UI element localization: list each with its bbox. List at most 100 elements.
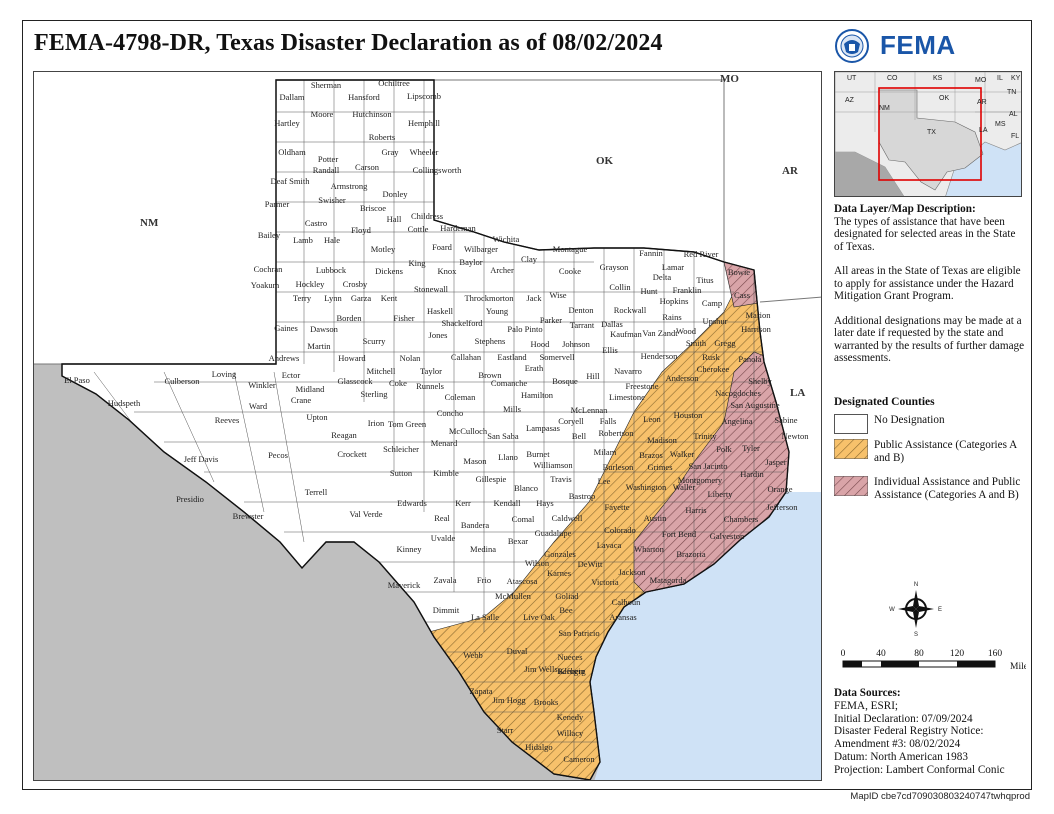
county-label-briscoe: Briscoe [360,203,386,213]
county-label-wood: Wood [676,326,697,336]
county-label-llano: Llano [498,452,518,462]
county-label-jeff-davis: Jeff Davis [184,454,219,464]
texas-map[interactable]: NM OK AR LA MO Sherman Ochiltree Dallam Han… [33,71,822,781]
county-label-cooke: Cooke [559,266,581,276]
description-p3: Additional designations may be made at a… [834,314,1025,365]
county-label-hidalgo: Hidalgo [525,742,552,752]
county-label-hemphill: Hemphill [408,118,441,128]
county-label-limestone: Limestone [609,392,645,402]
county-label-scurry: Scurry [363,336,386,346]
county-label-coryell: Coryell [558,416,584,426]
legend-swatch-pa [834,439,868,459]
county-label-fisher: Fisher [393,313,414,323]
county-label-reagan: Reagan [331,430,357,440]
county-label-collin: Collin [609,282,631,292]
description-heading: Data Layer/Map Description: [834,203,976,215]
county-label-glasscock: Glasscock [338,376,374,386]
county-label-loving: Loving [212,369,237,379]
county-label-stephens: Stephens [475,336,506,346]
county-label-gaines: Gaines [274,323,298,333]
county-label-waller: Waller [673,482,696,492]
county-label-wheeler: Wheeler [410,147,439,157]
county-label-tarrant: Tarrant [570,320,595,330]
county-label-hamilton: Hamilton [521,390,554,400]
county-label-howard: Howard [338,353,366,363]
county-label-milam: Milam [594,447,617,457]
county-label-zapata: Zapata [469,686,492,696]
county-label-clay: Clay [521,254,538,264]
county-label-montgomery: Montgomery [678,475,723,485]
county-label-fort-bend: Fort Bend [662,529,697,539]
county-label-ellis: Ellis [602,345,618,355]
data-sources: Data Sources: FEMA, ESRI; Initial Declar… [834,687,1024,777]
county-label-washington: Washington [626,482,667,492]
inset-label-ky: KY [1011,75,1021,82]
county-label-wilson: Wilson [525,558,550,568]
county-label-fayette: Fayette [604,502,629,512]
county-label-harris: Harris [685,505,706,515]
county-label-travis: Travis [550,474,571,484]
county-label-coke: Coke [389,378,407,388]
county-label-parker: Parker [540,315,562,325]
county-label-atascosa: Atascosa [507,576,538,586]
inset-label-la: LA [979,127,988,134]
sources-line: Datum: North American 1983 [834,750,968,763]
county-label-hutchinson: Hutchinson [352,109,392,119]
inset-label-nm: NM [879,105,890,112]
compass-e: E [938,607,942,613]
county-label-maverick: Maverick [388,580,421,590]
county-label-denton: Denton [568,305,594,315]
county-label-terry: Terry [293,293,312,303]
description-p2: All areas in the State of Texas are elig… [834,265,1021,302]
county-label-brewster: Brewster [233,511,264,521]
county-label-rusk: Rusk [702,352,720,362]
county-label-caldwell: Caldwell [552,513,583,523]
county-label-la-salle: La Salle [471,612,499,622]
county-label-houston: Houston [674,410,704,420]
county-label-montague: Montague [553,244,588,254]
county-label-garza: Garza [351,293,372,303]
county-label-dewitt: DeWitt [578,559,603,569]
county-label-leon: Leon [643,414,661,424]
compass-w: W [889,607,895,613]
county-label-mcmullen: McMullen [495,591,532,601]
fema-wordmark: FEMA [880,30,956,60]
county-label-lavaca: Lavaca [597,540,622,550]
county-label-bexar: Bexar [508,536,528,546]
county-label-throckmorton: Throckmorton [464,293,514,303]
county-label-somervell: Somervell [540,352,576,362]
county-label-edwards: Edwards [397,498,427,508]
county-label-kinney: Kinney [396,544,422,554]
label-ok: OK [596,155,614,167]
county-label-uvalde: Uvalde [431,533,456,543]
county-label-tom-green: Tom Green [388,419,427,429]
county-label-hudspeth: Hudspeth [108,398,141,408]
label-nm: NM [140,217,159,229]
county-label-anderson: Anderson [665,373,699,383]
county-label-matagorda: Matagorda [650,575,687,585]
county-label-san-saba: San Saba [487,431,519,441]
county-label-hale: Hale [324,235,340,245]
scale-tick-0: 0 [841,649,846,659]
county-label-gregg: Gregg [714,338,736,348]
county-label-bowie: Bowie [728,267,750,277]
county-label-deaf-smith: Deaf Smith [271,176,311,186]
county-label-lee: Lee [598,476,611,486]
county-label-pecos: Pecos [268,450,288,460]
county-label-robertson: Robertson [599,428,635,438]
county-label-kent: Kent [381,293,398,303]
county-label-bee: Bee [559,605,572,615]
county-label-refugio: Refugio [557,666,584,676]
county-label-mcculloch: McCulloch [449,426,488,436]
county-label-aransas: Aransas [609,612,636,622]
scale-tick-120: 120 [950,649,965,659]
county-label-lamar: Lamar [662,262,684,272]
north-arrow-icon: N S W E [889,582,942,638]
county-label-navarro: Navarro [614,366,642,376]
scale-tick-80: 80 [914,649,924,659]
county-label-reeves: Reeves [215,415,240,425]
county-label-tyler: Tyler [742,443,760,453]
map-canvas: NM OK AR LA MO Sherman Ochiltree Dallam Han… [34,72,821,780]
county-label-kimble: Kimble [433,468,459,478]
map-id: MapID cbe7cd709030803240747twhqprod [850,791,1030,802]
